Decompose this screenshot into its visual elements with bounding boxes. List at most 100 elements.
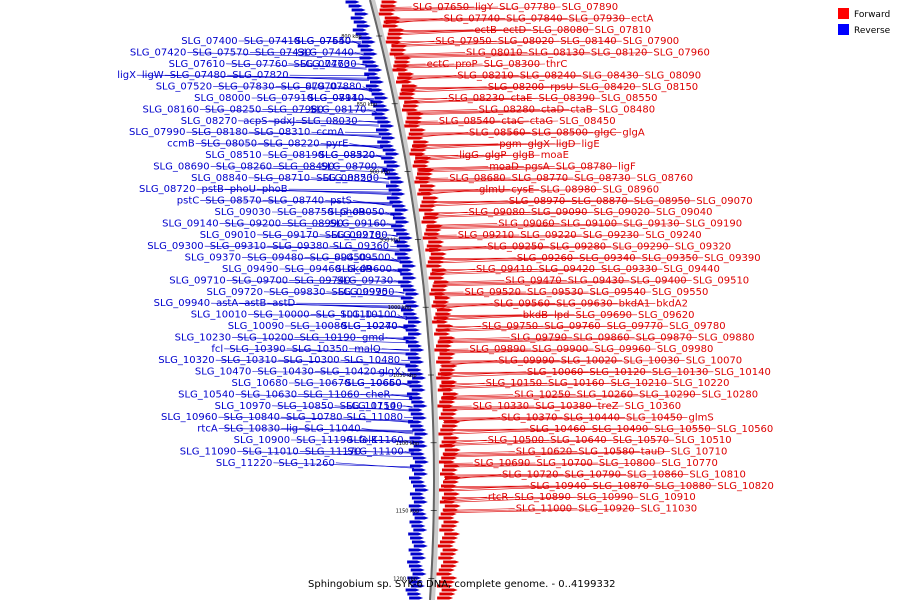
forward-gene-label[interactable]: SLG_07840	[506, 13, 562, 24]
reverse-gene-label[interactable]: SLG_09490	[222, 264, 278, 275]
reverse-gene-label[interactable]: ccmB	[167, 139, 195, 150]
reverse-gene-label[interactable]: SLG_09720	[207, 287, 263, 298]
forward-gene-label[interactable]: SLG_10020	[561, 355, 617, 366]
forward-gene-label[interactable]: SLG_10330	[473, 401, 529, 412]
reverse-gene-label[interactable]: SLG_09140	[162, 218, 218, 229]
forward-gene-label[interactable]: SLG_10220	[673, 378, 729, 389]
reverse-gene-label[interactable]: SLG_07480	[170, 70, 226, 81]
reverse-gene-label[interactable]: folK	[359, 435, 378, 446]
reverse-gene-label[interactable]: SLG_10840	[224, 412, 280, 423]
forward-gene-label[interactable]: SLG_09230	[583, 230, 639, 241]
reverse-gene-label[interactable]: pdxJ	[274, 116, 296, 127]
forward-gene-label[interactable]: SLG_09130	[623, 219, 679, 230]
forward-gene-label[interactable]: ligF	[618, 162, 636, 173]
reverse-gene-label[interactable]: astA	[216, 298, 238, 309]
forward-gene-label[interactable]: SLG_09250	[487, 241, 543, 252]
forward-gene-label[interactable]: SLG_08090	[645, 70, 701, 81]
forward-gene-label[interactable]: SLG_08010	[466, 48, 522, 59]
forward-gene-label[interactable]: SLG_10870	[593, 481, 649, 492]
reverse-gene-label[interactable]: SLG_09830	[269, 287, 325, 298]
forward-gene-label[interactable]: ligE	[582, 139, 600, 150]
forward-gene-label[interactable]: SLG_09530	[527, 287, 583, 298]
forward-gene-label[interactable]: SLG_09080	[469, 207, 525, 218]
forward-gene-label[interactable]: pgsA	[525, 162, 550, 173]
reverse-gene-label[interactable]: SLG_08050	[201, 139, 257, 150]
forward-gene-label[interactable]: trеZ	[598, 401, 619, 412]
forward-gene-label[interactable]: SLG_09020	[594, 207, 650, 218]
reverse-gene-label[interactable]: SLG_08310	[254, 127, 310, 138]
reverse-gene-label[interactable]: SLG_08170	[310, 104, 366, 115]
forward-gene-label[interactable]: SLG_09980	[657, 344, 713, 355]
reverse-gene-label[interactable]: SLG_07420	[130, 47, 186, 58]
forward-gene-label[interactable]: SLG_10580	[578, 447, 634, 458]
forward-gene-label[interactable]: SLG_07930	[569, 13, 625, 24]
reverse-gene-label[interactable]: astB	[244, 298, 266, 309]
reverse-gene-label[interactable]: SLG_10780	[286, 412, 342, 423]
forward-gene-label[interactable]: SLG_11030	[641, 504, 697, 515]
forward-gene-label[interactable]: SLG_09510	[693, 276, 749, 287]
reverse-gene-label[interactable]: SLG_10190	[300, 332, 356, 343]
forward-gene-label[interactable]: SLG_10810	[689, 469, 745, 480]
reverse-gene-label[interactable]: SLG_07470	[294, 59, 350, 70]
reverse-gene-label[interactable]: SLG_10750	[340, 401, 396, 412]
forward-gene-label[interactable]: glgP	[485, 150, 507, 161]
forward-gene-label[interactable]: SLG_09870	[636, 333, 692, 344]
forward-gene-label[interactable]: SLG_08540	[439, 116, 495, 127]
forward-gene-label[interactable]: SLG_09290	[612, 241, 668, 252]
forward-gene-label[interactable]: SLG_08150	[642, 82, 698, 93]
reverse-gene-label[interactable]: SLG_08220	[263, 139, 319, 150]
reverse-gene-label[interactable]: ligX	[117, 70, 136, 81]
forward-gene-label[interactable]: SLG_09790	[511, 333, 567, 344]
reverse-gene-label[interactable]: SLG_10420	[320, 367, 376, 378]
reverse-gene-label[interactable]: SLG_10320	[158, 355, 214, 366]
reverse-gene-label[interactable]: SLG_07640	[295, 36, 351, 47]
forward-gene-label[interactable]: SLG_10640	[550, 435, 606, 446]
forward-gene-label[interactable]: bkdB	[523, 310, 548, 321]
reverse-gene-label[interactable]: lig	[286, 424, 298, 435]
reverse-gene-label[interactable]: SLG_10390	[229, 344, 285, 355]
reverse-gene-label[interactable]: SLG_10680	[232, 378, 288, 389]
forward-gene-label[interactable]: SLG_09550	[652, 287, 708, 298]
reverse-gene-label[interactable]: SLG_10000	[253, 310, 309, 321]
forward-gene-label[interactable]: glgB	[512, 150, 534, 161]
reverse-gene-label[interactable]: SLG_08710	[254, 173, 310, 184]
forward-gene-label[interactable]: proP	[455, 59, 477, 70]
reverse-gene-label[interactable]: SLG_07520	[156, 82, 212, 93]
forward-gene-label[interactable]: SLG_10160	[548, 378, 604, 389]
forward-gene-label[interactable]: ctaB	[570, 105, 593, 116]
reverse-gene-label[interactable]: phoB	[262, 184, 288, 195]
forward-gene-label[interactable]: SLG_08230	[448, 93, 504, 104]
reverse-gene-label[interactable]: ligW	[142, 70, 164, 81]
reverse-gene-label[interactable]: SLG_09270	[325, 230, 381, 241]
reverse-gene-label[interactable]: SLG_09200	[225, 218, 281, 229]
forward-gene-label[interactable]: SLG_10570	[613, 435, 669, 446]
forward-gene-label[interactable]: SLG_10890	[514, 492, 570, 503]
reverse-gene-label[interactable]: SLG_08750	[277, 207, 333, 218]
forward-gene-label[interactable]: SLG_09860	[573, 333, 629, 344]
reverse-gene-label[interactable]: SLG_10830	[224, 424, 280, 435]
reverse-gene-label[interactable]: SLG_10430	[257, 367, 313, 378]
forward-gene-label[interactable]: SLG_09100	[561, 219, 617, 230]
reverse-gene-label[interactable]: SLG_11080	[347, 412, 403, 423]
reverse-gene-label[interactable]: SLG_08030	[301, 116, 357, 127]
forward-gene-label[interactable]: SLG_10560	[717, 424, 773, 435]
forward-gene-label[interactable]: glmU	[479, 184, 505, 195]
reverse-gene-label[interactable]: SLG_10230	[175, 332, 231, 343]
forward-gene-label[interactable]: SLG_08680	[449, 173, 505, 184]
reverse-gene-label[interactable]: SLG_10240	[341, 321, 397, 332]
forward-gene-label[interactable]: glgC	[594, 127, 616, 138]
forward-gene-label[interactable]: SLG_08280	[479, 105, 535, 116]
forward-gene-label[interactable]: SLG_09560	[494, 298, 550, 309]
forward-gene-label[interactable]: SLG_08240	[520, 70, 576, 81]
forward-gene-label[interactable]: SLG_09320	[675, 241, 731, 252]
reverse-gene-label[interactable]: SLG_08820	[316, 173, 372, 184]
reverse-gene-label[interactable]: SLG_08840	[191, 173, 247, 184]
forward-gene-label[interactable]: SLG_07900	[623, 36, 679, 47]
reverse-gene-label[interactable]: ccmA	[316, 127, 344, 138]
forward-gene-label[interactable]: SLG_10910	[639, 492, 695, 503]
reverse-gene-label[interactable]: SLG_08520	[319, 150, 375, 161]
forward-gene-label[interactable]: pgm	[499, 139, 521, 150]
reverse-gene-label[interactable]: gmd	[362, 332, 384, 343]
forward-gene-label[interactable]: SLG_09750	[482, 321, 538, 332]
forward-gene-label[interactable]: ligG	[459, 150, 479, 161]
